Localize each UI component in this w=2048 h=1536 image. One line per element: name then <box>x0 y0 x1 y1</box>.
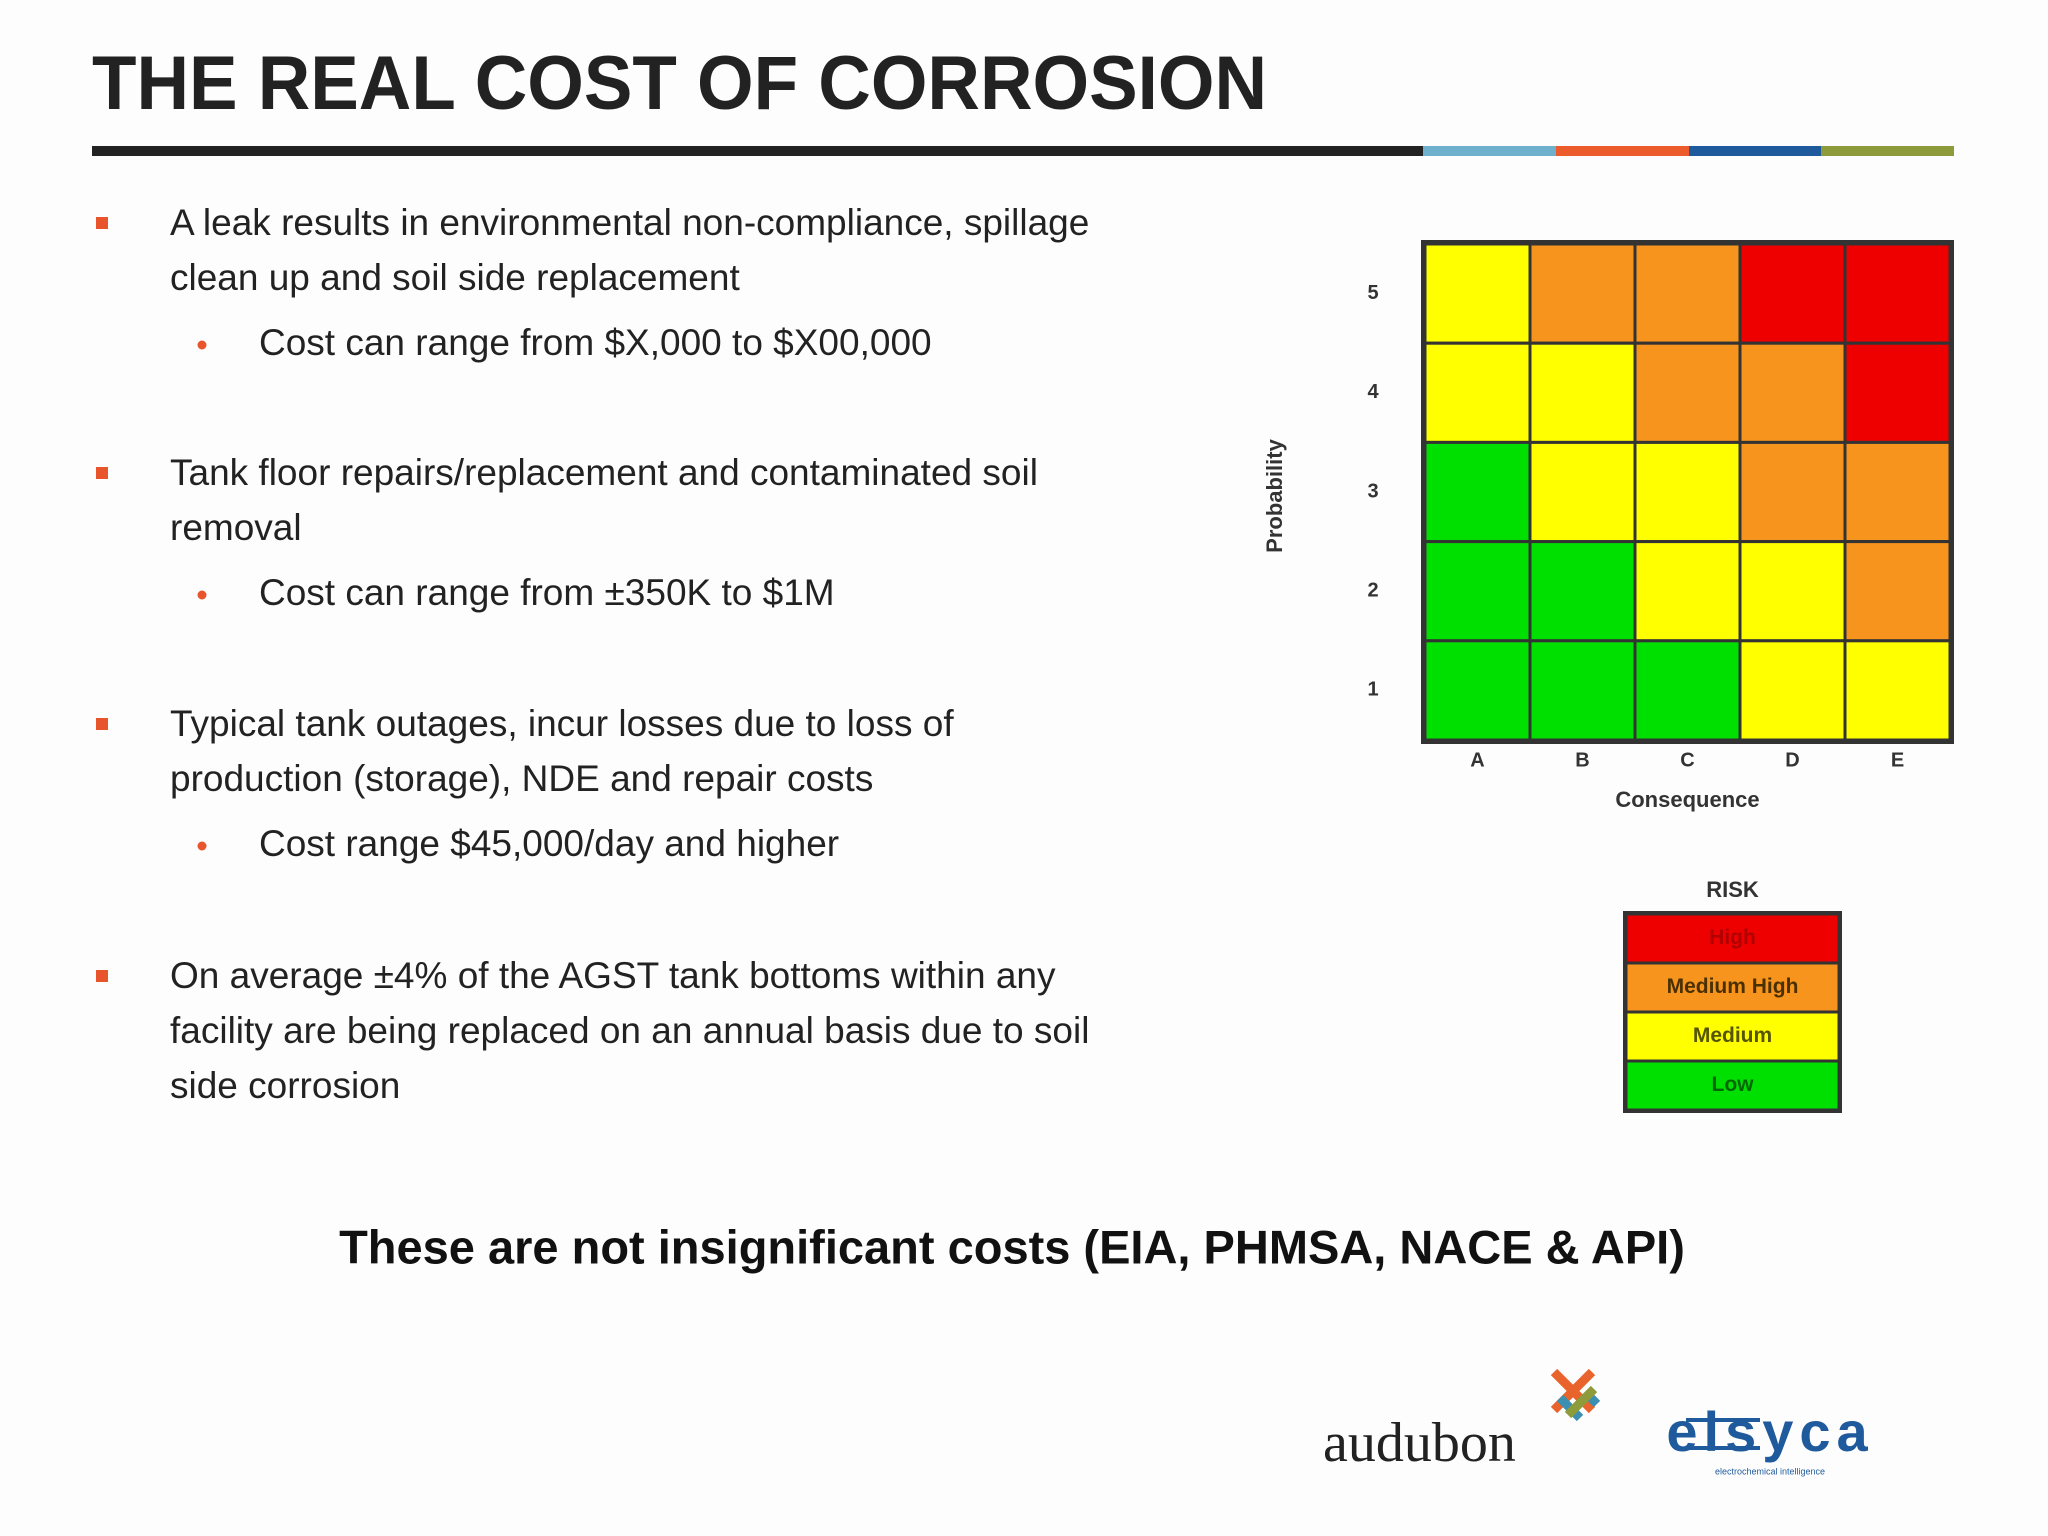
elsyca-mark <box>1686 1418 1760 1450</box>
elsyca-logo: elsyca <box>1666 1400 1873 1463</box>
sub-bullet-text: Cost range $45,000/day and higher <box>259 823 839 864</box>
bullet-text: facility are being replaced on an annual… <box>170 1010 1089 1051</box>
audubon-logo: audubon <box>1323 1412 1516 1474</box>
title-rule-accent <box>1689 146 1821 156</box>
title-rule <box>92 146 1423 156</box>
matrix-cell <box>1843 540 1952 643</box>
legend-title: RISK <box>1706 877 1759 902</box>
bullet-square <box>96 718 108 730</box>
matrix-cell <box>1633 242 1742 345</box>
row-label: 1 <box>1367 679 1378 701</box>
column-label: D <box>1785 749 1799 771</box>
legend-swatch <box>1624 1059 1841 1112</box>
matrix-cell <box>1738 242 1847 345</box>
matrix-cell <box>1843 440 1952 544</box>
footer-note: These are not insignificant costs (EIA, … <box>339 1220 1685 1273</box>
column-label: A <box>1470 749 1484 771</box>
matrix-cell <box>1528 341 1637 444</box>
bullet-square <box>96 467 108 479</box>
bullet-text: production (storage), NDE and repair cos… <box>170 758 873 799</box>
matrix-cell <box>1423 341 1532 444</box>
title-rule-accent <box>1821 146 1954 156</box>
matrix-cell <box>1528 540 1637 643</box>
bullet-text: side corrosion <box>170 1065 400 1106</box>
title-rule-accent <box>1423 146 1556 156</box>
matrix-cell <box>1738 440 1847 544</box>
bullet-text: A leak results in environmental non-comp… <box>170 202 1089 243</box>
matrix-cell <box>1423 440 1532 544</box>
bullet-square <box>96 217 108 229</box>
matrix-cell <box>1738 341 1847 444</box>
sub-bullet-dot <box>197 590 207 600</box>
matrix-cell <box>1528 242 1637 345</box>
matrix-cell <box>1423 540 1532 643</box>
matrix-cell <box>1633 341 1742 444</box>
sub-bullet-dot <box>197 340 207 350</box>
matrix-cell <box>1633 639 1742 742</box>
legend-label: High <box>1709 926 1756 949</box>
row-label: 2 <box>1367 579 1378 601</box>
matrix-cell <box>1843 341 1952 444</box>
bullet-text: Tank floor repairs/replacement and conta… <box>170 452 1038 493</box>
matrix-cell <box>1528 440 1637 544</box>
row-label: 5 <box>1367 282 1378 304</box>
column-label: B <box>1575 749 1589 771</box>
sub-bullet-text: Cost can range from ±350K to $1M <box>259 572 835 613</box>
matrix-cell <box>1423 639 1532 742</box>
bullet-square <box>96 970 108 982</box>
slide-title: THE REAL COST OF CORROSION <box>92 41 1267 126</box>
x-axis-label: Consequence <box>1615 787 1759 812</box>
audubon-icon <box>1550 1368 1601 1422</box>
legend-label: Medium <box>1693 1024 1772 1047</box>
row-label: 3 <box>1367 480 1378 502</box>
elsyca-tagline: electrochemical intelligence <box>1715 1466 1825 1476</box>
matrix-cell <box>1633 540 1742 643</box>
y-axis-label: Probability <box>1262 438 1287 552</box>
matrix-cell <box>1528 639 1637 742</box>
matrix-cell <box>1633 440 1742 544</box>
column-label: E <box>1891 749 1904 771</box>
matrix-cell <box>1738 540 1847 643</box>
matrix-cell <box>1843 242 1952 345</box>
row-label: 4 <box>1367 381 1379 403</box>
legend-label: Medium High <box>1667 975 1799 998</box>
bullet-text: clean up and soil side replacement <box>170 257 740 298</box>
bullet-text: Typical tank outages, incur losses due t… <box>170 703 954 744</box>
matrix-cell <box>1423 242 1532 345</box>
sub-bullet-text: Cost can range from $X,000 to $X00,000 <box>259 322 932 363</box>
title-rule-accent <box>1556 146 1689 156</box>
bullet-text: On average ±4% of the AGST tank bottoms … <box>170 955 1056 996</box>
legend-label: Low <box>1712 1073 1755 1096</box>
bullet-text: removal <box>170 507 302 548</box>
matrix-cell <box>1738 639 1847 742</box>
sub-bullet-dot <box>197 841 207 851</box>
column-label: C <box>1680 749 1694 771</box>
matrix-cell <box>1843 639 1952 742</box>
